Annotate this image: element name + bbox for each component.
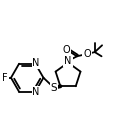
- Text: N: N: [32, 87, 40, 97]
- Text: O: O: [83, 49, 91, 59]
- Text: N: N: [64, 56, 72, 66]
- Text: N: N: [32, 58, 40, 68]
- Text: O: O: [63, 45, 70, 55]
- Text: S: S: [51, 83, 57, 93]
- Text: F: F: [2, 73, 8, 83]
